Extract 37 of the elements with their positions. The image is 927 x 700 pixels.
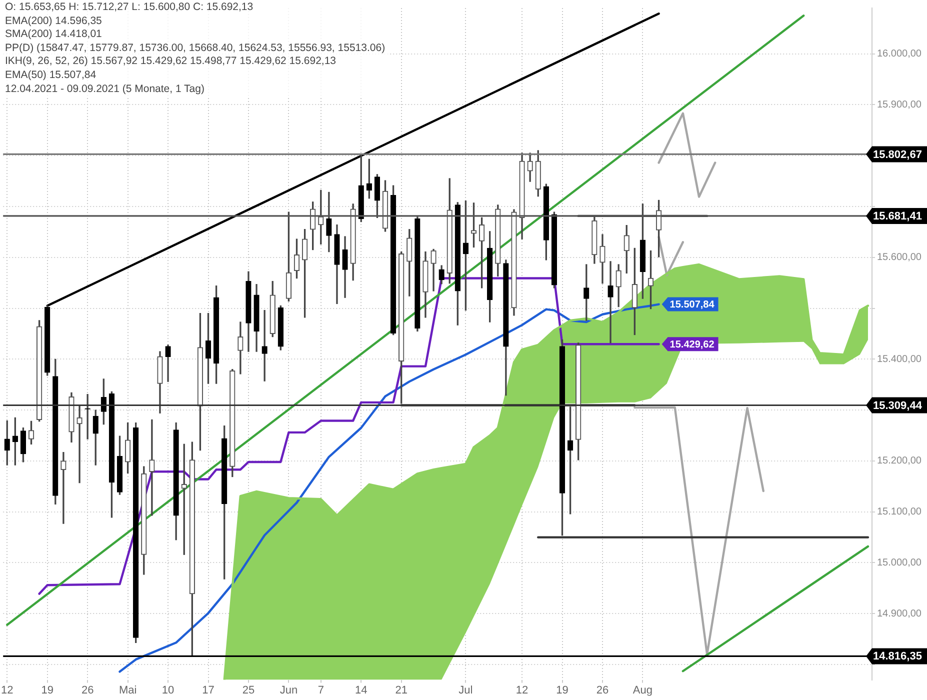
x-tick-label: 26 <box>596 684 609 696</box>
y-tick-label: 15.100,00 <box>877 506 922 518</box>
y-tick-label: 15.000,00 <box>877 557 922 568</box>
y-tick-label: 16.000,00 <box>877 48 922 60</box>
ref-line-label: 15.802,67 <box>873 148 922 161</box>
ref-line-label: 15.309,44 <box>873 400 923 412</box>
data-label: 15.429,62 <box>670 339 715 350</box>
y-tick-label: 15.200,00 <box>877 456 922 467</box>
annotation: EMA(200) 14.596,35 <box>5 14 103 28</box>
annotation: EMA(50) 15.507,84 <box>5 68 98 83</box>
ref-line-label: 14.816,35 <box>873 650 922 663</box>
x-tick-label: 12 <box>0 684 14 696</box>
annotation: SMA(200) 14.418,01 <box>5 28 103 42</box>
y-tick-label: 15.400,00 <box>877 354 922 365</box>
x-tick-label: 19 <box>556 684 568 696</box>
x-tick-label: 26 <box>81 684 94 696</box>
x-tick-label: Jun <box>280 684 298 696</box>
x-tick-label: 17 <box>202 684 214 696</box>
annotation: IKH(9, 26, 52, 26) 15.567,92 15.429,62 15.498,77 15.429,62 15.692,13 <box>5 55 338 69</box>
data-label: 15.507,84 <box>670 300 715 311</box>
x-tick-label: 21 <box>395 684 408 696</box>
x-tick-label: Mai <box>118 684 137 696</box>
x-tick-label: 12 <box>516 684 528 696</box>
x-tick-label: 7 <box>318 684 324 696</box>
x-tick-label: 25 <box>242 684 255 696</box>
y-tick-label: 14.900,00 <box>877 608 922 620</box>
annotation: 12.04.2021 - 09.09.2021 (5 Monate, 1 Tag) <box>5 82 206 96</box>
x-tick-label: 14 <box>354 684 368 696</box>
x-tick-label: Aug <box>632 684 652 696</box>
x-tick-label: 19 <box>41 684 54 696</box>
x-tick-label: Jul <box>458 684 473 696</box>
chart-title: O: 15.653,65 H: 15.712,27 L: 15.600,80 C: 15.692,13 <box>5 1 254 15</box>
annotation: PP(D) (15847.47, 15779.87, 15736.00, 15668.40, 15624.53, 15556.93, 15513.06) <box>5 42 386 56</box>
y-tick-label: 15.900,00 <box>877 99 922 110</box>
x-tick-label: 10 <box>162 684 174 696</box>
ref-line-label: 15.681,41 <box>873 210 922 222</box>
y-tick-label: 15.600,00 <box>877 252 922 264</box>
